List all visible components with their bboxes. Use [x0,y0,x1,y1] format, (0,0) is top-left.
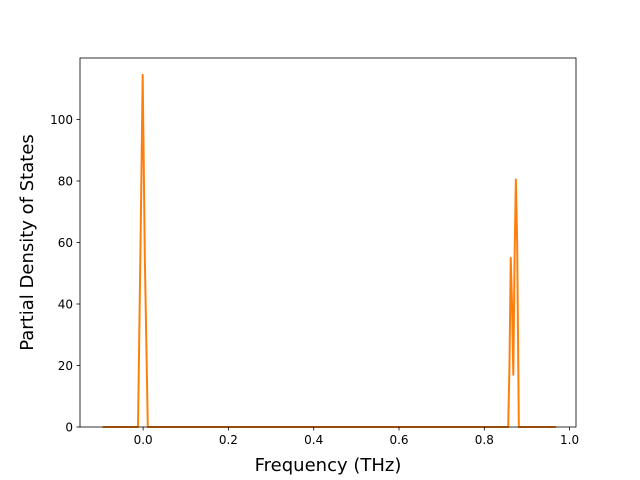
x-tick-label: 0.0 [134,433,153,447]
x-tick-label: 0.8 [475,433,494,447]
plot-area: 0.0 0.2 0.4 0.6 0.8 1.0 0 20 40 60 80 100 [50,57,579,447]
x-tick-label: 0.6 [389,433,408,447]
series-line-0 [102,73,556,428]
y-tick-label: 20 [58,359,73,373]
y-tick-label: 0 [65,420,73,434]
y-axis-label: Partial Density of States [17,134,38,351]
y-axis-ticks: 0 20 40 60 80 100 [50,113,80,434]
y-tick-label: 80 [58,174,73,188]
x-tick-label: 1.0 [560,433,579,447]
x-tick-label: 0.2 [219,433,238,447]
y-tick-label: 40 [58,297,73,311]
y-tick-label: 100 [50,113,73,127]
x-tick-label: 0.4 [304,433,323,447]
x-axis-label: Frequency (THz) [255,455,402,476]
y-tick-label: 60 [58,236,73,250]
x-axis-ticks: 0.0 0.2 0.4 0.6 0.8 1.0 [134,427,579,447]
series-layer [102,73,556,428]
